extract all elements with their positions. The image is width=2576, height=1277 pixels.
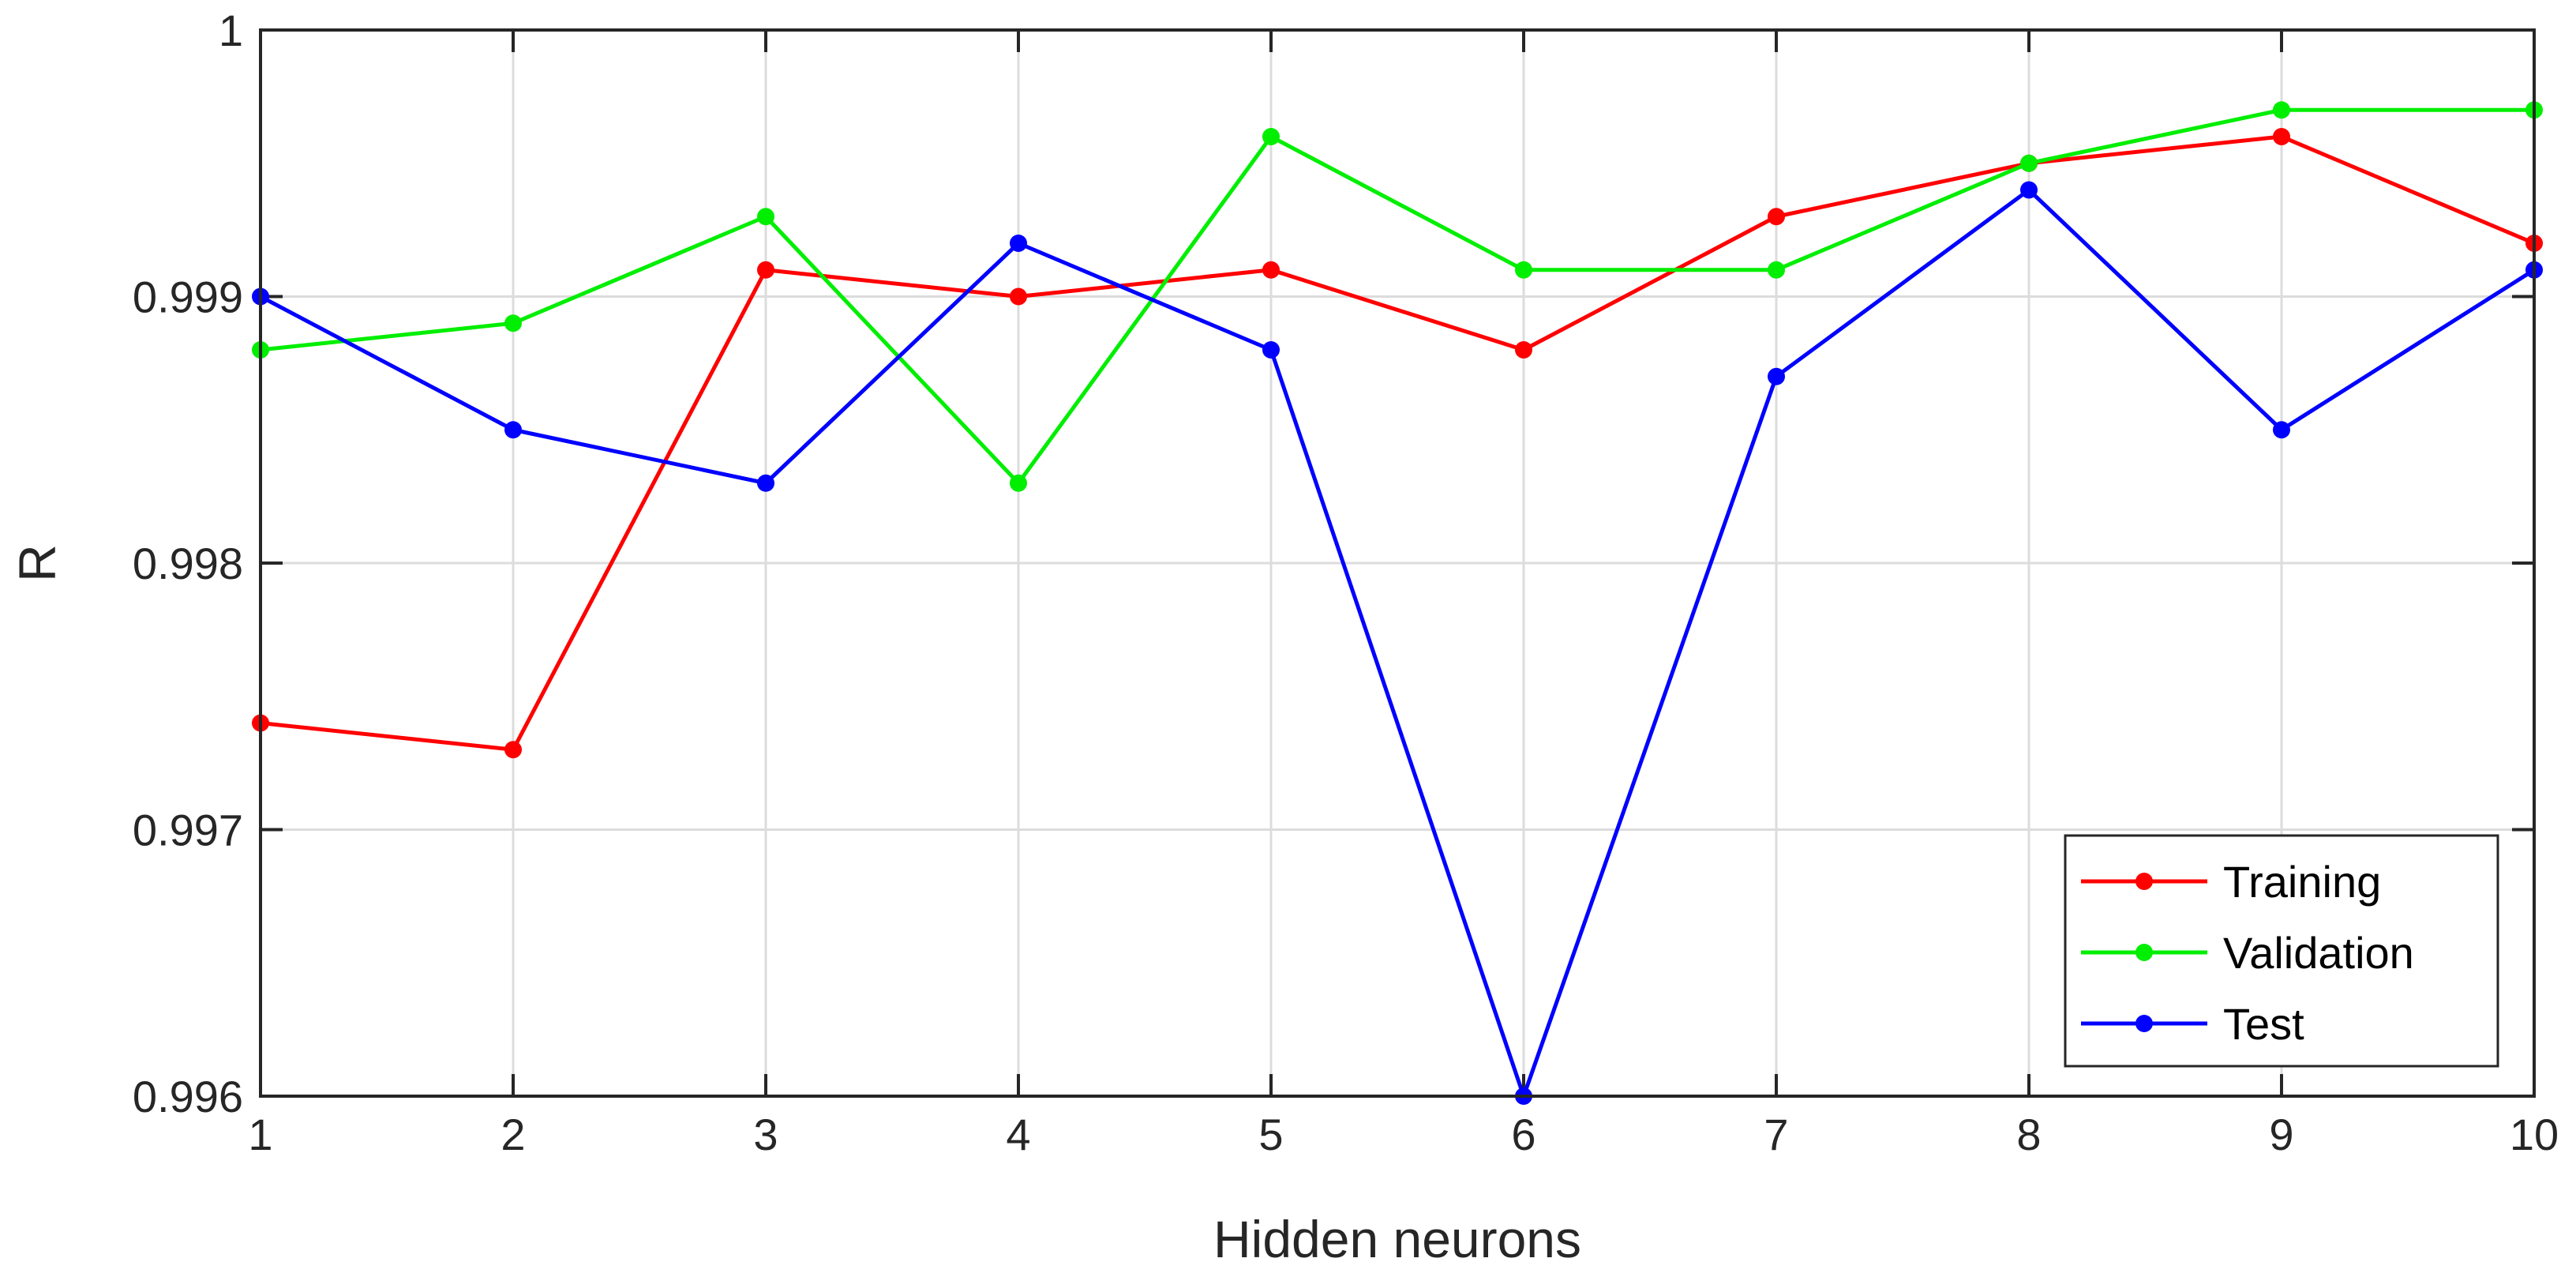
x-tick-label: 2 <box>501 1110 525 1159</box>
x-tick-label: 5 <box>1258 1110 1283 1159</box>
legend: Training Validation Test <box>2064 834 2499 1068</box>
y-tick-labels: 0.996 0.997 0.998 0.999 1 <box>133 6 243 1121</box>
validation-point <box>1515 261 1532 279</box>
training-point <box>757 261 774 279</box>
x-tick-label: 4 <box>1006 1110 1030 1159</box>
y-tick-label: 0.999 <box>133 272 243 322</box>
validation-point <box>2020 154 2038 172</box>
x-tick-label: 3 <box>753 1110 778 1159</box>
x-tick-label: 8 <box>2016 1110 2041 1159</box>
test-line <box>259 188 2536 1099</box>
training-line <box>260 134 2535 752</box>
x-tick-label: 7 <box>1764 1110 1788 1159</box>
x-tick-label: 10 <box>2510 1110 2559 1159</box>
training-point <box>1768 208 1785 226</box>
test-point <box>2020 181 2038 199</box>
y-tick-label: 0.998 <box>133 539 243 588</box>
x-axis-title: Hidden neurons <box>1213 1210 1581 1268</box>
series-validation <box>252 101 2543 492</box>
test-point <box>2273 421 2290 439</box>
validation-point <box>1010 474 1027 492</box>
test-point <box>1010 235 1027 252</box>
axes-box <box>259 28 2536 1098</box>
legend-validation-label: Validation <box>2223 928 2414 978</box>
y-tick-label: 0.996 <box>133 1072 243 1121</box>
training-point <box>1010 287 1027 306</box>
validation-point <box>1768 261 1785 279</box>
validation-point <box>1262 128 1280 145</box>
training-point <box>1262 261 1280 279</box>
series-group <box>252 101 2543 1105</box>
legend-test-marker <box>2135 1015 2153 1032</box>
training-point <box>1515 341 1532 359</box>
legend-training-marker <box>2135 873 2153 890</box>
x-tick-labels: 1 2 3 4 5 6 7 8 9 10 <box>248 1110 2559 1159</box>
test-point <box>1262 341 1280 359</box>
training-point <box>504 741 522 759</box>
y-tick-label: 1 <box>219 6 243 55</box>
y-axis-title: R <box>8 544 66 582</box>
x-tick-label: 1 <box>248 1110 272 1159</box>
legend-validation-marker <box>2135 944 2153 961</box>
training-point <box>2273 128 2290 145</box>
legend-training-label: Training <box>2223 857 2381 907</box>
legend-test-label: Test <box>2223 999 2304 1049</box>
x-tick-label: 9 <box>2269 1110 2293 1159</box>
validation-point <box>504 314 522 332</box>
x-tick-label: 6 <box>1511 1110 1535 1159</box>
test-point <box>504 421 522 439</box>
validation-line <box>260 107 2534 486</box>
validation-point <box>2273 101 2290 119</box>
y-tick-label: 0.997 <box>133 806 243 855</box>
test-point <box>1768 367 1785 385</box>
test-point <box>757 474 774 492</box>
validation-point <box>757 208 774 226</box>
